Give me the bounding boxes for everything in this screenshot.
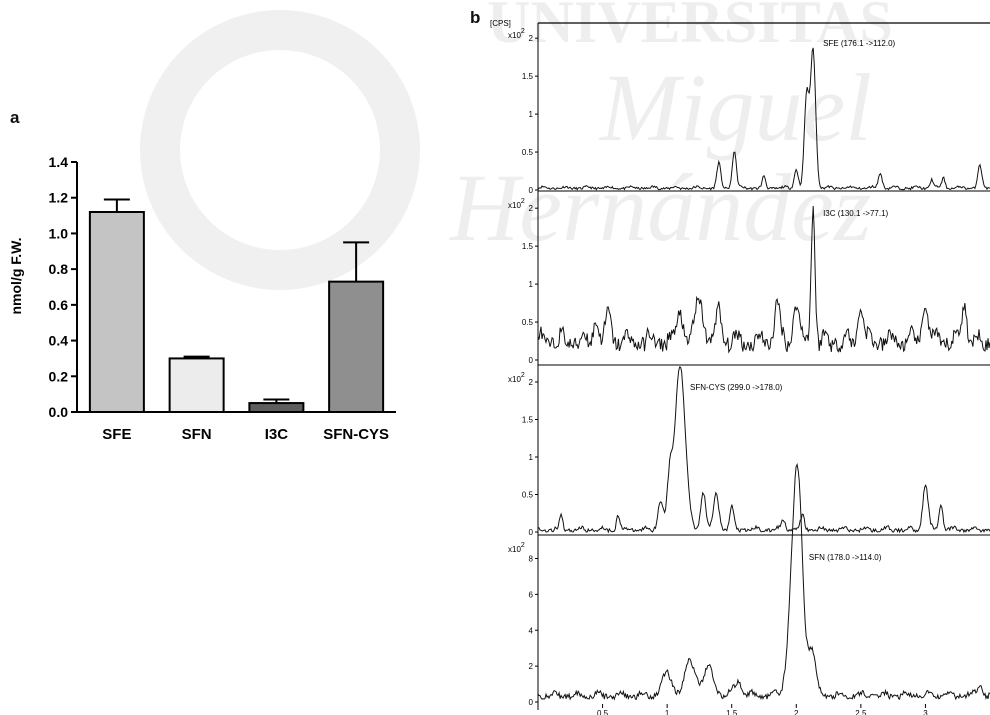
bar-sfe xyxy=(88,211,145,413)
y-tick-label: 2 xyxy=(529,204,534,213)
y-tick-label: 2 xyxy=(529,662,534,671)
chromatogram-trace xyxy=(537,366,990,534)
y-multiplier-label: x102 xyxy=(508,542,525,554)
y-tick-label: 0.0 xyxy=(49,404,69,420)
x-tick-label: 3 xyxy=(923,709,928,715)
chromatogram-trace xyxy=(537,205,990,354)
y-tick-label: 0 xyxy=(529,186,534,195)
trace-annotation: SFN (178.0 ->114.0) xyxy=(809,553,882,562)
y-tick-label: 1.0 xyxy=(49,225,69,241)
y-tick-label: 1.2 xyxy=(49,190,69,206)
x-tick-label: 0.5 xyxy=(597,709,609,715)
y-tick-label: 0 xyxy=(529,698,534,707)
panel-label-a: a xyxy=(10,108,20,127)
y-tick-label: 0.4 xyxy=(49,333,69,349)
y-tick-label: 4 xyxy=(529,626,534,635)
y-tick-label: 1 xyxy=(529,453,534,462)
panel-label-b: b xyxy=(470,8,481,27)
y-tick-label: 0 xyxy=(529,356,534,365)
x-category-label: I3C xyxy=(265,426,289,443)
y-tick-label: 6 xyxy=(529,590,534,599)
y-tick-label: 2 xyxy=(529,378,534,387)
y-tick-label: 0.2 xyxy=(49,368,69,384)
y-tick-label: 1.5 xyxy=(522,72,534,81)
y-tick-label: 0.6 xyxy=(49,297,69,313)
y-tick-label: 0.8 xyxy=(49,261,69,277)
y-multiplier-label: x102 xyxy=(508,198,525,210)
y-tick-label: 1.5 xyxy=(522,416,534,425)
x-category-label: SFN xyxy=(182,426,212,443)
y-tick-label: 1 xyxy=(529,280,534,289)
y-tick-label: 0.5 xyxy=(522,148,534,157)
x-tick-label: 2 xyxy=(794,709,799,715)
y-multiplier-label: x102 xyxy=(508,28,525,40)
x-category-label: SFE xyxy=(102,426,131,443)
y-axis-label: nmol/g F.W. xyxy=(8,238,24,315)
y-tick-label: 8 xyxy=(529,555,534,564)
cps-unit-label: [CPS] xyxy=(490,19,511,28)
y-tick-label: 1.4 xyxy=(49,154,69,170)
y-multiplier-label: x102 xyxy=(508,372,525,384)
chromatogram-trace xyxy=(537,47,990,191)
bar-i3c xyxy=(248,402,305,414)
x-tick-label: 1 xyxy=(665,709,670,715)
y-tick-label: 0.5 xyxy=(522,318,534,327)
y-tick-label: 1.5 xyxy=(522,242,534,251)
y-tick-label: 0.5 xyxy=(522,491,534,500)
x-tick-label: 2.5 xyxy=(855,709,867,715)
trace-annotation: I3C (130.1 ->77.1) xyxy=(823,209,888,218)
bar-sfn xyxy=(168,357,225,414)
y-tick-label: 0 xyxy=(529,528,534,537)
x-category-label: SFN-CYS xyxy=(323,426,389,443)
trace-annotation: SFN-CYS (299.0 ->178.0) xyxy=(690,383,783,392)
bar-chart: nmol/g F.W. 0.0 0.2 0.4 0.6 0.8 1.0 1.2 1.4 SFE S… xyxy=(8,154,396,443)
y-tick-label: 2 xyxy=(529,34,534,43)
chromatogram-trace xyxy=(537,462,990,701)
trace-annotation: SFE (176.1 ->112.0) xyxy=(823,39,895,48)
x-tick-label: 1.5 xyxy=(726,709,738,715)
bar-sfn-cys xyxy=(328,280,385,413)
chromatogram-panel: [CPS] x102 0 0.5 1 1.5 2 SFE (176.1 ->112.0) x1… xyxy=(490,19,990,715)
y-tick-label: 1 xyxy=(529,110,534,119)
